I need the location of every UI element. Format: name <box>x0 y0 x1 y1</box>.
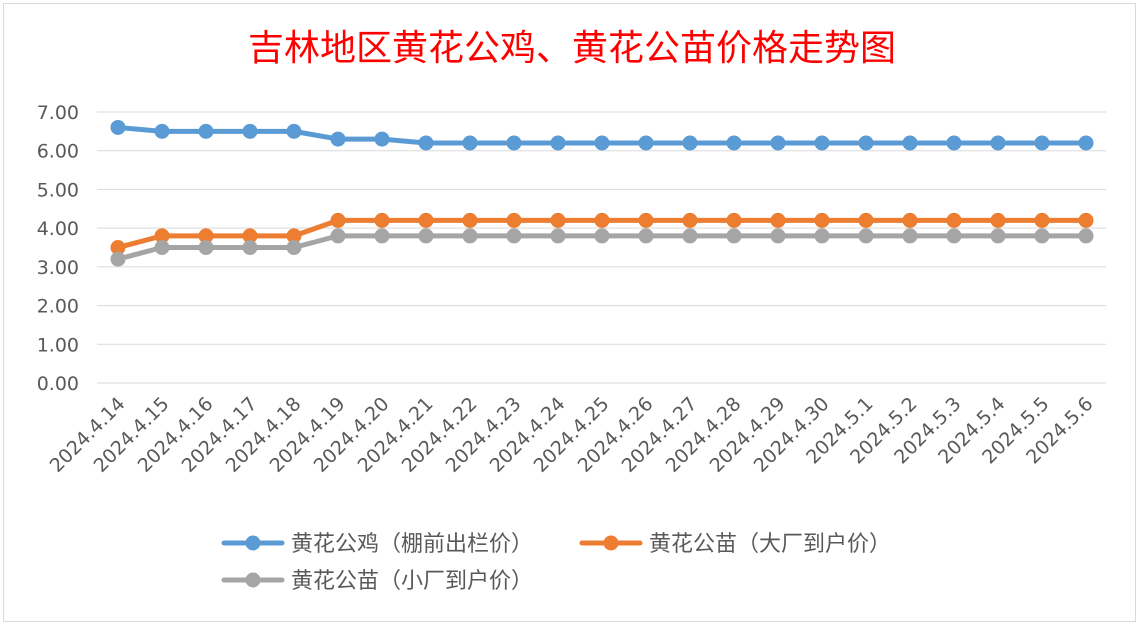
data-point <box>198 240 214 255</box>
data-point <box>990 228 1006 244</box>
legend: 黄花公鸡（棚前出栏价） 黄花公苗（大厂到户价） 黄花公苗（小厂到户价） <box>221 532 891 594</box>
data-point <box>682 135 698 151</box>
y-tick-label: 2.00 <box>37 296 79 318</box>
data-point <box>374 212 390 228</box>
y-tick-label: 5.00 <box>37 179 79 201</box>
data-point <box>858 212 874 228</box>
legend-label: 黄花公苗（小厂到户价） <box>291 569 533 594</box>
legend-item: 黄花公鸡（棚前出栏价） <box>221 532 533 557</box>
data-point <box>418 135 434 151</box>
data-point <box>946 135 962 151</box>
series-2 <box>110 212 1094 255</box>
data-point <box>990 135 1006 151</box>
data-point <box>374 228 390 244</box>
data-point <box>990 212 1006 228</box>
legend-swatch-marker <box>603 535 619 551</box>
series-1 <box>110 119 1094 151</box>
data-point <box>154 228 170 244</box>
data-point <box>858 135 874 151</box>
y-tick-label: 1.00 <box>37 334 79 356</box>
data-point <box>198 123 214 139</box>
data-point <box>1078 135 1094 151</box>
legend-item: 黄花公苗（大厂到户价） <box>579 532 891 557</box>
series-lines <box>110 119 1094 267</box>
data-point <box>506 212 522 228</box>
y-tick-label: 7.00 <box>37 102 79 124</box>
data-point <box>330 131 346 147</box>
legend-label: 黄花公苗（大厂到户价） <box>649 532 891 557</box>
y-tick-label: 4.00 <box>37 218 79 240</box>
legend-item: 黄花公苗（小厂到户价） <box>221 569 533 594</box>
data-point <box>110 119 126 135</box>
data-point <box>946 212 962 228</box>
data-point <box>550 212 566 228</box>
data-point <box>154 123 170 139</box>
data-point <box>374 131 390 147</box>
data-point <box>902 135 918 151</box>
data-point <box>814 228 830 244</box>
data-point <box>110 251 126 267</box>
data-point <box>594 135 610 151</box>
data-point <box>242 240 258 255</box>
data-point <box>594 212 610 228</box>
data-point <box>1078 212 1094 228</box>
data-point <box>682 228 698 244</box>
data-point <box>770 228 786 244</box>
y-tick-label: 6.00 <box>37 141 79 163</box>
data-point <box>330 228 346 244</box>
y-tick-label: 0.00 <box>37 373 79 395</box>
data-point <box>462 212 478 228</box>
data-point <box>286 228 302 244</box>
data-point <box>682 212 698 228</box>
legend-swatch-marker <box>245 572 261 588</box>
legend-swatch-marker <box>245 535 261 551</box>
data-point <box>726 228 742 244</box>
data-point <box>638 228 654 244</box>
data-point <box>462 228 478 244</box>
data-point <box>946 228 962 244</box>
data-point <box>110 240 126 255</box>
series-3 <box>110 228 1094 267</box>
data-point <box>1034 228 1050 244</box>
chart-frame <box>3 3 1136 622</box>
chart-title: 吉林地区黄花公鸡、黄花公苗价格走势图 <box>248 28 896 69</box>
data-point <box>242 123 258 139</box>
data-point <box>770 135 786 151</box>
data-point <box>726 212 742 228</box>
y-tick-label: 3.00 <box>37 257 79 279</box>
data-point <box>858 228 874 244</box>
data-point <box>770 212 786 228</box>
data-point <box>506 135 522 151</box>
data-point <box>418 228 434 244</box>
data-point <box>286 240 302 255</box>
data-point <box>330 212 346 228</box>
data-point <box>1078 228 1094 244</box>
data-point <box>286 123 302 139</box>
data-point <box>198 228 214 244</box>
data-point <box>594 228 610 244</box>
data-point <box>902 212 918 228</box>
y-axis-ticks: 0.00 1.00 2.00 3.00 4.00 5.00 6.00 7.00 <box>37 102 79 395</box>
data-point <box>902 228 918 244</box>
data-point <box>638 212 654 228</box>
data-point <box>154 240 170 255</box>
data-point <box>418 212 434 228</box>
data-point <box>814 135 830 151</box>
data-point <box>638 135 654 151</box>
data-point <box>462 135 478 151</box>
x-axis-ticks: 2024.4.142024.4.152024.4.162024.4.172024… <box>46 393 1098 477</box>
data-point <box>550 228 566 244</box>
data-point <box>726 135 742 151</box>
data-point <box>506 228 522 244</box>
gridlines <box>97 111 1106 384</box>
data-point <box>814 212 830 228</box>
data-point <box>242 228 258 244</box>
data-point <box>550 135 566 151</box>
data-point <box>1034 135 1050 151</box>
legend-label: 黄花公鸡（棚前出栏价） <box>291 532 533 557</box>
data-point <box>1034 212 1050 228</box>
